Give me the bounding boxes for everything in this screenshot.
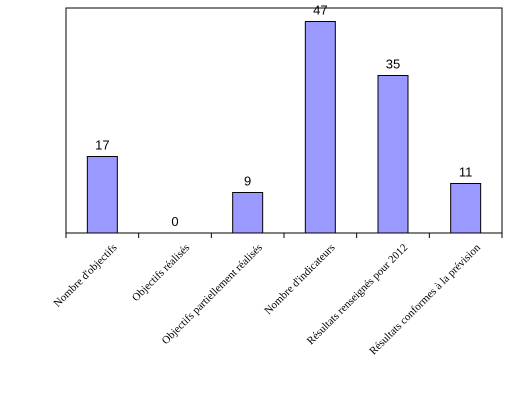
data-label: 11 [459,165,473,180]
data-label: 47 [313,3,327,18]
bar [232,192,264,234]
bar [86,156,118,234]
data-labels-group: 17 0 9 47 35 11 [95,3,472,230]
data-label: 9 [244,174,251,189]
category-label: Nombre d'indicateurs [262,242,337,317]
bar [304,21,336,234]
bars-group [86,21,482,234]
data-label: 17 [95,138,109,153]
bar [377,75,409,234]
category-labels-group: Nombre d'objectifs Objectifs réalisésObje… [52,241,484,357]
x-axis-ticks [65,233,503,238]
plot-area-frame [65,7,503,234]
category-label: Nombre d'objectifs [52,242,120,310]
data-label: 35 [386,57,400,72]
data-label: 0 [171,214,178,229]
category-label: Objectifs réalisés [130,242,192,304]
bar [450,183,482,234]
